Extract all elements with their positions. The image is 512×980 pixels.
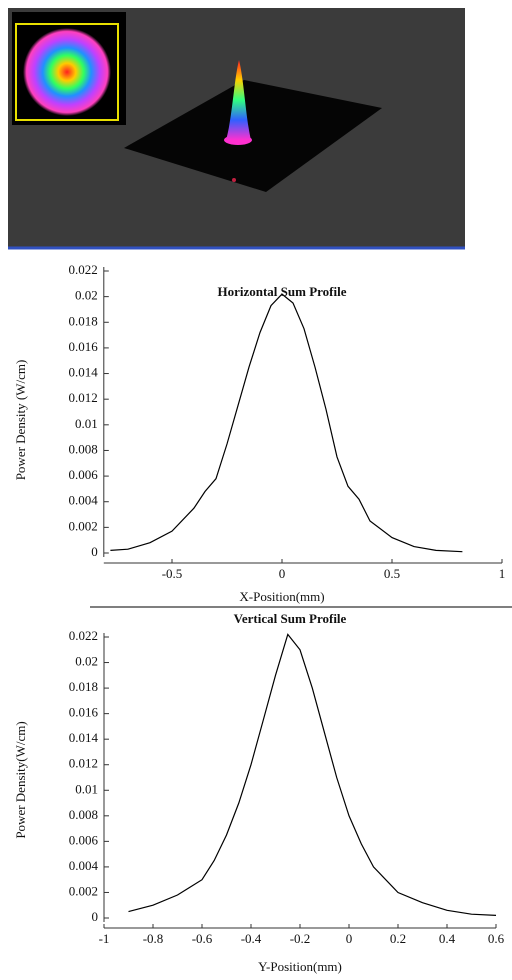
y-tick-label: 0.004 xyxy=(69,493,99,508)
y-axis-label: Power Density(W/cm) xyxy=(13,721,28,838)
beam-spot xyxy=(23,28,111,116)
profile-line xyxy=(110,294,462,552)
x-tick-label: -1 xyxy=(99,931,110,946)
y-tick-label: 0 xyxy=(92,909,99,924)
y-tick-label: 0.018 xyxy=(69,313,98,328)
x-tick-label: 0.5 xyxy=(384,566,400,581)
beam-image xyxy=(8,8,465,248)
y-tick-label: 0.016 xyxy=(69,705,99,720)
x-tick-label: -0.5 xyxy=(162,566,183,581)
y-tick-label: 0.002 xyxy=(69,518,98,533)
x-tick-label: 1 xyxy=(499,566,506,581)
y-tick-label: 0.006 xyxy=(69,832,99,847)
y-tick-label: 0.02 xyxy=(75,288,98,303)
y-tick-label: 0.014 xyxy=(69,365,99,380)
y-tick-label: 0.01 xyxy=(75,416,98,431)
y-tick-label: 0 xyxy=(91,544,98,559)
y-tick-label: 0.016 xyxy=(69,339,99,354)
y-tick-label: 0.008 xyxy=(69,441,98,456)
y-tick-label: 0.02 xyxy=(75,654,98,669)
x-tick-label: -0.2 xyxy=(290,931,311,946)
x-tick-label: 0.6 xyxy=(488,931,505,946)
y-tick-label: 0.012 xyxy=(69,390,98,405)
y-tick-label: 0.018 xyxy=(69,679,98,694)
x-tick-label: 0 xyxy=(279,566,286,581)
x-tick-label: 0.2 xyxy=(390,931,406,946)
x-tick-label: 0.4 xyxy=(439,931,456,946)
x-axis-label: Y-Position(mm) xyxy=(258,959,342,974)
x-tick-label: 0 xyxy=(346,931,353,946)
peak-shadow xyxy=(232,178,236,182)
x-tick-label: -0.6 xyxy=(192,931,213,946)
x-tick-label: -0.4 xyxy=(241,931,262,946)
y-tick-label: 0.014 xyxy=(69,730,99,745)
y-tick-label: 0.008 xyxy=(69,807,98,822)
profile-line xyxy=(129,634,497,915)
chart-title: Horizontal Sum Profile xyxy=(217,284,346,299)
y-tick-label: 0.022 xyxy=(69,628,98,643)
x-tick-label: -0.8 xyxy=(143,931,164,946)
x-axis-label: X-Position(mm) xyxy=(239,589,324,604)
figure: 0 0.002 0.004 0.006 0.008 0.01 0.012 0.014 0.016… xyxy=(0,0,512,980)
chart-title: Vertical Sum Profile xyxy=(234,611,347,626)
y-tick-label: 0.012 xyxy=(69,756,98,771)
y-tick-label: 0.006 xyxy=(69,467,99,482)
y-tick-label: 0.022 xyxy=(69,262,98,277)
y-tick-label: 0.002 xyxy=(69,883,98,898)
y-tick-label: 0.004 xyxy=(69,858,99,873)
y-tick-label: 0.01 xyxy=(75,781,98,796)
y-axis-label: Power Density (W/cm) xyxy=(13,360,28,481)
